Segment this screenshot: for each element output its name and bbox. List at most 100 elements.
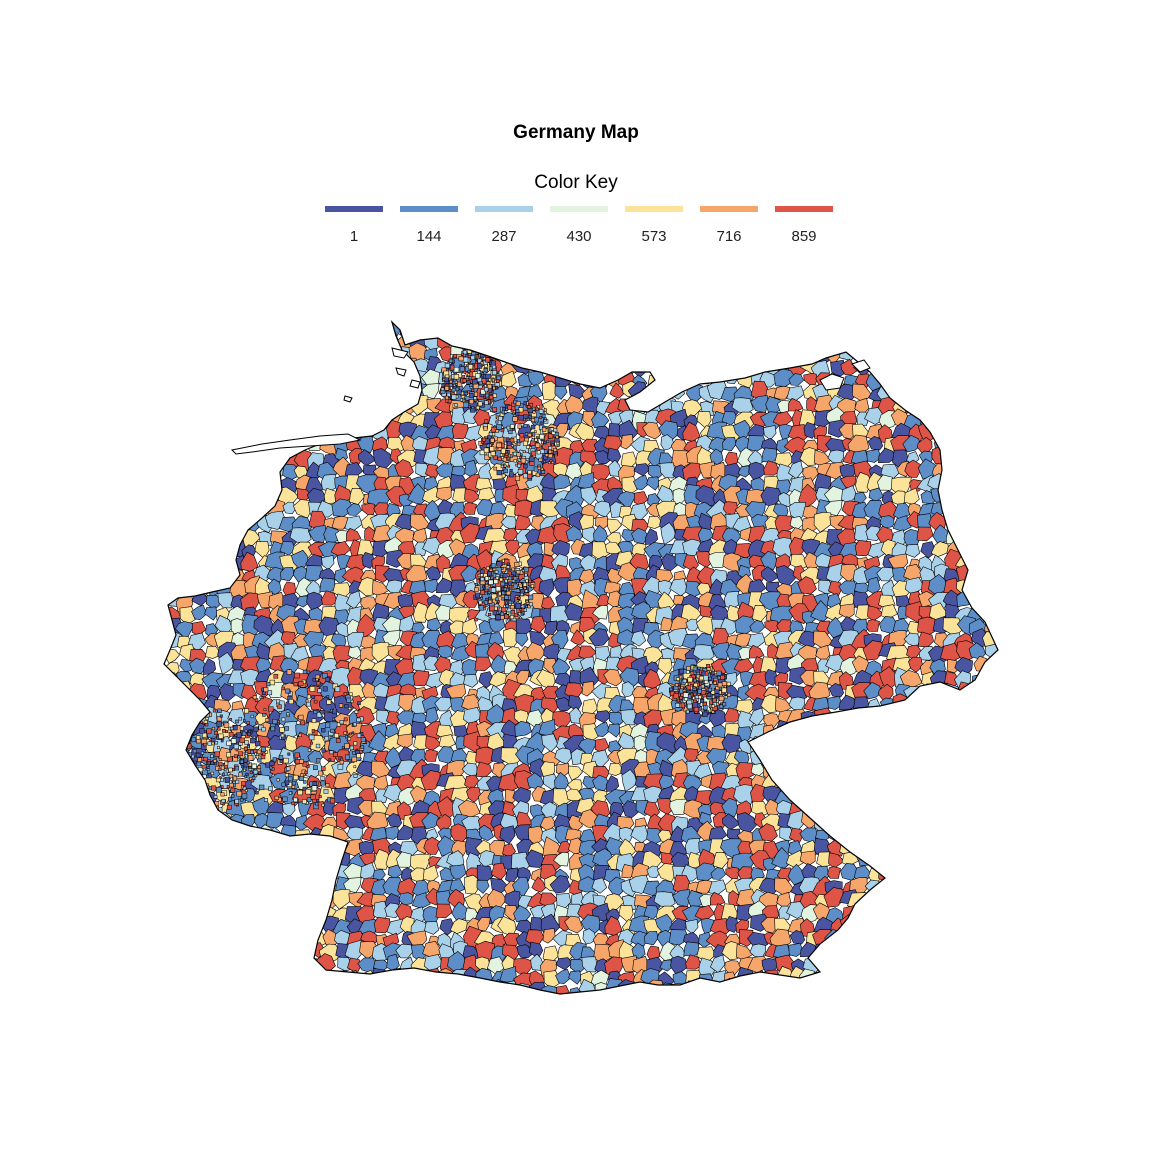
- district-cell: [176, 539, 192, 556]
- municipality-cell: [697, 689, 702, 694]
- district-cell: [892, 322, 914, 334]
- district-cell: [984, 555, 998, 571]
- district-cell: [914, 879, 935, 899]
- district-cell: [869, 945, 887, 962]
- municipality-cell: [216, 721, 222, 727]
- municipality-cell: [302, 669, 308, 675]
- district-cell: [931, 305, 949, 321]
- district-cell: [880, 355, 895, 376]
- municipality-cell: [262, 752, 266, 756]
- district-cell: [254, 474, 273, 494]
- district-cell: [682, 357, 702, 376]
- district-cell: [291, 914, 313, 937]
- district-cell: [164, 879, 167, 899]
- district-cell: [357, 433, 375, 454]
- district-cell: [982, 869, 998, 886]
- district-cell: [166, 824, 184, 844]
- district-cell: [908, 722, 925, 742]
- district-cell: [190, 540, 209, 563]
- district-cell: [982, 773, 998, 790]
- municipality-cell: [525, 600, 529, 603]
- municipality-cell: [299, 759, 304, 764]
- district-cell: [164, 512, 166, 534]
- municipality-cell: [212, 709, 216, 713]
- district-cell: [515, 514, 532, 531]
- municipality-cell: [220, 739, 224, 743]
- municipality-cell: [295, 759, 301, 765]
- district-cell: [955, 694, 979, 716]
- district-cell: [919, 955, 940, 977]
- district-cell: [925, 398, 951, 419]
- district-cell: [290, 384, 313, 405]
- district-cell: [166, 504, 180, 519]
- municipality-cell: [548, 461, 551, 465]
- district-cell: [438, 322, 455, 324]
- district-cell: [927, 343, 950, 367]
- district-cell: [361, 551, 375, 569]
- municipality-cell: [497, 456, 502, 461]
- district-cell: [943, 918, 962, 936]
- municipality-cell: [287, 752, 291, 756]
- district-cell: [502, 333, 519, 351]
- legend-label: 573: [641, 228, 667, 245]
- district-cell: [164, 671, 169, 691]
- district-cell: [698, 322, 714, 325]
- district-cell: [656, 382, 677, 399]
- district-cell: [710, 982, 727, 994]
- district-cell: [164, 477, 181, 494]
- district-cell: [164, 654, 167, 675]
- municipality-cell: [465, 372, 469, 376]
- district-cell: [177, 853, 194, 873]
- district-cell: [164, 608, 170, 625]
- municipality-cell: [723, 685, 727, 688]
- district-cell: [957, 864, 976, 882]
- district-cell: [270, 941, 286, 959]
- district-cell: [931, 371, 951, 392]
- municipality-cell: [213, 762, 217, 766]
- district-cell: [320, 854, 335, 873]
- district-cell: [240, 904, 261, 922]
- municipality-cell: [217, 727, 221, 731]
- municipality-cell: [264, 798, 268, 802]
- district-cell: [237, 851, 257, 869]
- district-cell: [890, 849, 910, 869]
- district-cell: [942, 980, 961, 994]
- district-cell: [397, 971, 415, 987]
- municipality-cell: [475, 592, 481, 598]
- municipality-cell: [210, 771, 214, 775]
- district-cell: [279, 541, 296, 556]
- district-cell: [595, 373, 610, 389]
- district-cell: [462, 408, 479, 425]
- district-cell: [164, 685, 172, 705]
- district-cell: [946, 373, 960, 390]
- municipality-cell: [268, 786, 273, 792]
- municipality-cell: [504, 614, 509, 619]
- district-cell: [918, 862, 937, 884]
- district-cell: [969, 896, 986, 911]
- district-cell: [227, 708, 247, 727]
- municipality-cell: [189, 781, 194, 786]
- district-cell: [929, 865, 951, 885]
- district-cell: [957, 919, 978, 939]
- district-cell: [695, 333, 717, 351]
- municipality-cell: [251, 763, 257, 769]
- district-cell: [935, 694, 951, 711]
- municipality-cell: [349, 692, 353, 696]
- district-cell: [361, 301, 380, 321]
- legend-swatch: [400, 206, 458, 212]
- district-cell: [891, 749, 908, 763]
- municipality-cell: [293, 797, 298, 803]
- district-cell: [882, 306, 895, 319]
- district-cell: [201, 931, 218, 949]
- municipality-cell: [315, 677, 319, 682]
- municipality-cell: [226, 752, 232, 758]
- district-cell: [932, 682, 949, 701]
- municipality-cell: [490, 438, 495, 443]
- district-cell: [164, 485, 181, 504]
- district-cell: [944, 713, 958, 728]
- district-cell: [981, 762, 998, 779]
- district-cell: [907, 787, 925, 805]
- municipality-cell: [496, 442, 502, 448]
- district-cell: [971, 774, 988, 789]
- district-cell: [164, 967, 184, 987]
